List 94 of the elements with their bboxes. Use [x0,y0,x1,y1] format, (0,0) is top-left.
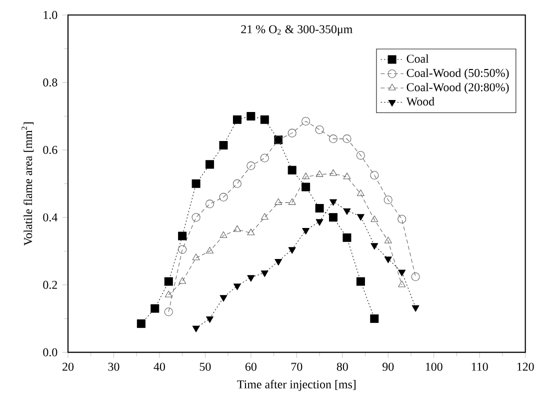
point [411,272,420,282]
point [315,204,324,213]
point [343,208,351,215]
point [232,179,242,188]
point [219,192,228,202]
point [150,304,160,313]
point [288,128,296,138]
point [206,160,214,169]
point [192,254,200,260]
x-tick-label: 90 [382,362,394,371]
x-tick-label: 60 [245,362,256,371]
point [260,154,269,162]
point [370,170,379,180]
point [247,275,255,282]
x-tick-label: 40 [154,362,165,371]
point [192,213,200,222]
legend-label: Coal [406,54,429,63]
point [246,162,256,170]
point [274,258,282,266]
point [234,284,241,290]
point [384,196,392,204]
x-tick-label: 30 [108,362,120,371]
point [329,134,338,144]
point [370,243,378,250]
y-tick-label: 1.0 [44,10,58,20]
legend-label: Coal-Wood (50:50%) [406,68,509,80]
y-tick-label: 0.6 [43,146,58,154]
point [315,125,324,134]
point [370,314,379,323]
point [330,169,337,176]
point [384,256,392,264]
point [260,115,269,124]
legend-label: Wood [406,97,434,106]
point [329,213,338,222]
point [164,290,172,298]
x-tick-label: 20 [62,362,74,371]
x-tick-label: 70 [291,362,302,371]
point [288,166,296,174]
point [330,199,337,206]
y-tick-label: 0.4 [43,213,58,222]
point [178,232,187,240]
point [356,151,365,160]
point [164,308,173,316]
x-tick-label: 100 [426,362,442,371]
point [192,179,200,188]
point [342,134,352,144]
point [206,200,214,208]
legend-label: Coal-Wood (20:80%) [406,82,509,94]
point [136,319,146,328]
point [288,198,296,205]
point [356,190,364,196]
point [246,112,256,120]
point [206,246,214,254]
point [384,236,392,244]
point [343,172,351,180]
point [412,305,420,312]
x-tick-label: 120 [517,362,534,371]
point [398,214,406,224]
point [370,216,378,222]
point [274,198,282,205]
point [219,140,228,150]
point [316,219,324,226]
point [356,214,364,221]
point [288,247,296,254]
point [234,225,241,232]
point [178,277,186,284]
point [247,228,255,236]
x-tick-label: 50 [200,362,211,371]
point [302,182,310,192]
text: 21 % O$_{2}$ & 300-350μm [241,25,352,36]
y-axis-title: Volatile flame area [mm$^{2}$] [22,122,34,246]
point [302,228,310,234]
y-tick-label: 0.2 [43,280,57,289]
x-tick-label: 80 [336,362,348,371]
point [398,280,406,288]
point [192,326,200,332]
point [164,277,173,286]
point [220,231,228,238]
point [342,233,352,242]
point [232,115,242,124]
point [302,172,310,180]
point [302,117,310,126]
point [260,213,268,220]
x-axis-title: Time after injection [ms] [237,380,356,391]
point [398,270,406,276]
point [206,316,214,323]
y-tick-label: 0.0 [43,348,58,356]
point [260,270,268,277]
point [178,245,187,254]
point [316,170,324,177]
y-tick-label: 0.8 [43,78,58,87]
point [220,295,228,302]
point [356,277,365,286]
x-tick-label: 110 [472,362,488,371]
